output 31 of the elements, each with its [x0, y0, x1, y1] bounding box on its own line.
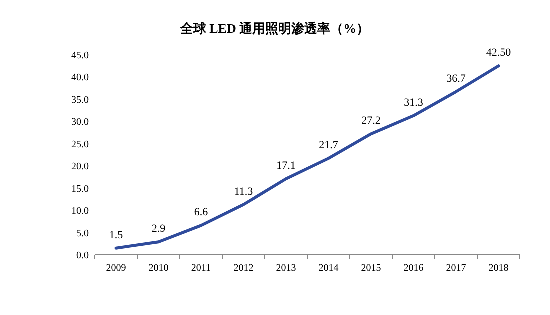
y-tick-label: 10.0: [72, 206, 89, 218]
data-label: 2.9: [152, 223, 166, 236]
data-label: 11.3: [234, 186, 254, 198]
x-tick-label: 2010: [148, 263, 169, 274]
x-tick-label: 2013: [276, 263, 296, 274]
x-tick-label: 2018: [488, 263, 509, 274]
y-tick-label: 5.0: [76, 228, 89, 240]
x-tick-label: 2012: [234, 263, 254, 274]
y-tick-label: 15.0: [72, 184, 89, 195]
chart-title: 全球 LED 通用照明渗透率（%）: [179, 21, 370, 36]
data-label: 6.6: [194, 206, 209, 219]
y-tick-label: 30.0: [72, 117, 89, 128]
y-tick-label: 35.0: [72, 94, 89, 106]
x-tick-label: 2009: [106, 263, 126, 274]
x-tick-label: 2017: [446, 263, 466, 274]
y-tick-label: 45.0: [72, 50, 89, 62]
y-tick-label: 0.0: [76, 250, 89, 262]
data-label: 42.50: [486, 47, 512, 60]
x-tick-label: 2015: [361, 263, 382, 274]
y-tick-label: 25.0: [72, 139, 89, 150]
x-tick-label: 2016: [404, 263, 424, 274]
x-tick-label: 2014: [318, 263, 339, 274]
x-tick-label: 2011: [191, 263, 212, 274]
y-tick-label: 40.0: [72, 72, 89, 84]
data-label: 21.7: [319, 140, 339, 152]
y-tick-label: 20.0: [72, 162, 89, 173]
data-label: 31.3: [404, 96, 424, 109]
data-label: 27.2: [362, 115, 381, 128]
data-label: 17.1: [276, 160, 296, 172]
data-label: 1.5: [109, 229, 124, 242]
data-label: 36.7: [446, 72, 466, 85]
